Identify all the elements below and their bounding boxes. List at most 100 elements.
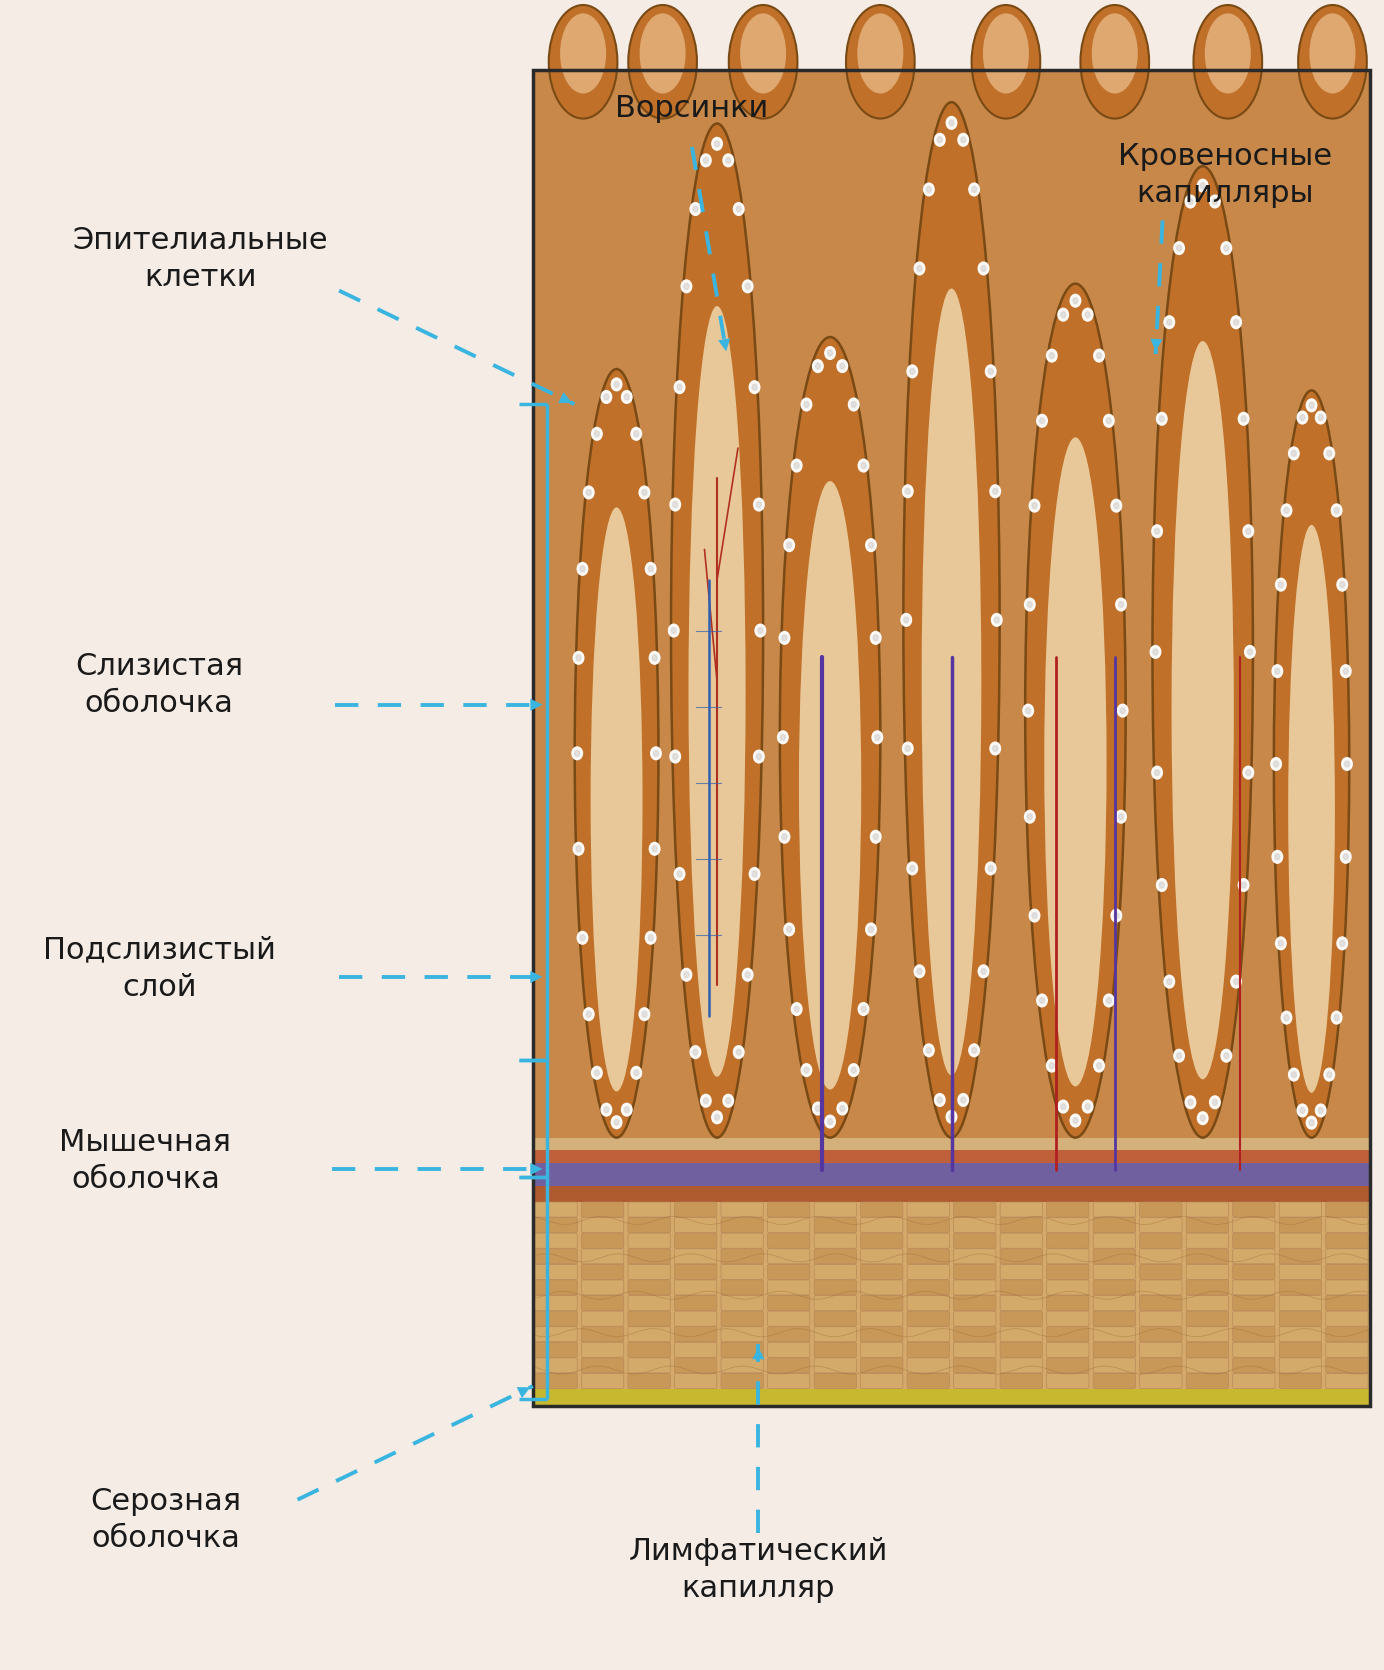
Circle shape	[1241, 882, 1246, 888]
Ellipse shape	[1153, 167, 1253, 1137]
FancyBboxPatch shape	[674, 1326, 717, 1341]
FancyBboxPatch shape	[674, 1249, 717, 1264]
FancyBboxPatch shape	[581, 1343, 624, 1358]
Circle shape	[725, 1097, 731, 1104]
Circle shape	[840, 1106, 844, 1112]
Circle shape	[902, 741, 913, 755]
Circle shape	[1282, 504, 1291, 516]
Circle shape	[926, 1047, 931, 1054]
Circle shape	[653, 750, 659, 757]
Circle shape	[869, 927, 873, 932]
FancyBboxPatch shape	[536, 1373, 577, 1388]
FancyBboxPatch shape	[1093, 1326, 1135, 1341]
Circle shape	[872, 731, 883, 743]
Circle shape	[1116, 810, 1127, 823]
Circle shape	[591, 428, 602, 441]
FancyBboxPatch shape	[1326, 1217, 1367, 1232]
FancyBboxPatch shape	[1186, 1326, 1229, 1341]
FancyBboxPatch shape	[954, 1358, 996, 1373]
FancyBboxPatch shape	[1001, 1264, 1042, 1279]
Ellipse shape	[740, 13, 786, 94]
Circle shape	[674, 381, 685, 394]
Circle shape	[937, 1097, 943, 1102]
Bar	[533, 1137, 1370, 1151]
Circle shape	[1151, 767, 1163, 778]
Circle shape	[584, 1007, 594, 1020]
Ellipse shape	[1193, 5, 1262, 119]
Ellipse shape	[779, 337, 880, 1137]
Circle shape	[1318, 414, 1323, 421]
Text: Серозная
оболочка: Серозная оболочка	[90, 1486, 242, 1553]
Circle shape	[901, 613, 912, 626]
Circle shape	[794, 1005, 799, 1012]
Circle shape	[1060, 312, 1066, 317]
Circle shape	[1057, 309, 1068, 321]
Circle shape	[781, 735, 785, 740]
Circle shape	[1291, 1072, 1297, 1077]
Circle shape	[756, 625, 765, 636]
Ellipse shape	[561, 13, 606, 94]
Circle shape	[700, 154, 711, 167]
Bar	[533, 70, 1370, 1406]
Circle shape	[642, 489, 646, 496]
Circle shape	[858, 459, 869, 473]
Circle shape	[734, 1045, 745, 1059]
Circle shape	[1032, 912, 1037, 918]
Circle shape	[1297, 411, 1308, 424]
Circle shape	[1103, 414, 1114, 428]
Circle shape	[693, 205, 698, 212]
FancyBboxPatch shape	[954, 1202, 996, 1217]
FancyBboxPatch shape	[1001, 1326, 1042, 1341]
Circle shape	[918, 969, 922, 974]
Circle shape	[1024, 598, 1035, 611]
FancyBboxPatch shape	[1139, 1311, 1182, 1326]
FancyBboxPatch shape	[536, 1343, 577, 1358]
Circle shape	[1221, 1049, 1232, 1062]
FancyBboxPatch shape	[1046, 1264, 1089, 1279]
FancyBboxPatch shape	[721, 1217, 764, 1232]
Circle shape	[972, 1047, 977, 1054]
FancyBboxPatch shape	[1326, 1358, 1367, 1373]
Circle shape	[1023, 705, 1034, 716]
Circle shape	[828, 1119, 833, 1124]
Circle shape	[1289, 448, 1300, 459]
Circle shape	[1341, 665, 1351, 678]
FancyBboxPatch shape	[721, 1279, 764, 1294]
Circle shape	[786, 543, 792, 548]
FancyBboxPatch shape	[628, 1296, 670, 1311]
Ellipse shape	[904, 102, 999, 1137]
Circle shape	[725, 157, 731, 164]
Circle shape	[639, 1007, 649, 1020]
Circle shape	[631, 1067, 642, 1079]
Circle shape	[1118, 601, 1124, 608]
Circle shape	[1212, 1099, 1218, 1106]
FancyBboxPatch shape	[1279, 1311, 1322, 1326]
Circle shape	[858, 1002, 869, 1015]
FancyBboxPatch shape	[954, 1264, 996, 1279]
Circle shape	[1223, 245, 1229, 250]
Circle shape	[1030, 499, 1039, 513]
FancyBboxPatch shape	[814, 1232, 857, 1247]
Circle shape	[825, 1116, 836, 1127]
Circle shape	[594, 431, 599, 438]
Circle shape	[1151, 524, 1163, 538]
FancyBboxPatch shape	[1279, 1249, 1322, 1264]
Circle shape	[1233, 979, 1239, 985]
FancyBboxPatch shape	[907, 1217, 949, 1232]
Circle shape	[711, 1111, 722, 1124]
Circle shape	[757, 501, 761, 508]
Text: Подслизистый
слой: Подслизистый слой	[43, 935, 275, 1002]
Ellipse shape	[639, 13, 685, 94]
Ellipse shape	[972, 5, 1041, 119]
Circle shape	[923, 184, 934, 195]
FancyBboxPatch shape	[628, 1326, 670, 1341]
FancyBboxPatch shape	[1233, 1264, 1275, 1279]
Circle shape	[745, 284, 750, 289]
Circle shape	[648, 566, 653, 571]
Circle shape	[947, 117, 956, 129]
FancyBboxPatch shape	[861, 1217, 902, 1232]
Circle shape	[1027, 601, 1032, 608]
Circle shape	[861, 463, 866, 469]
Circle shape	[758, 628, 763, 633]
Circle shape	[1116, 598, 1127, 611]
